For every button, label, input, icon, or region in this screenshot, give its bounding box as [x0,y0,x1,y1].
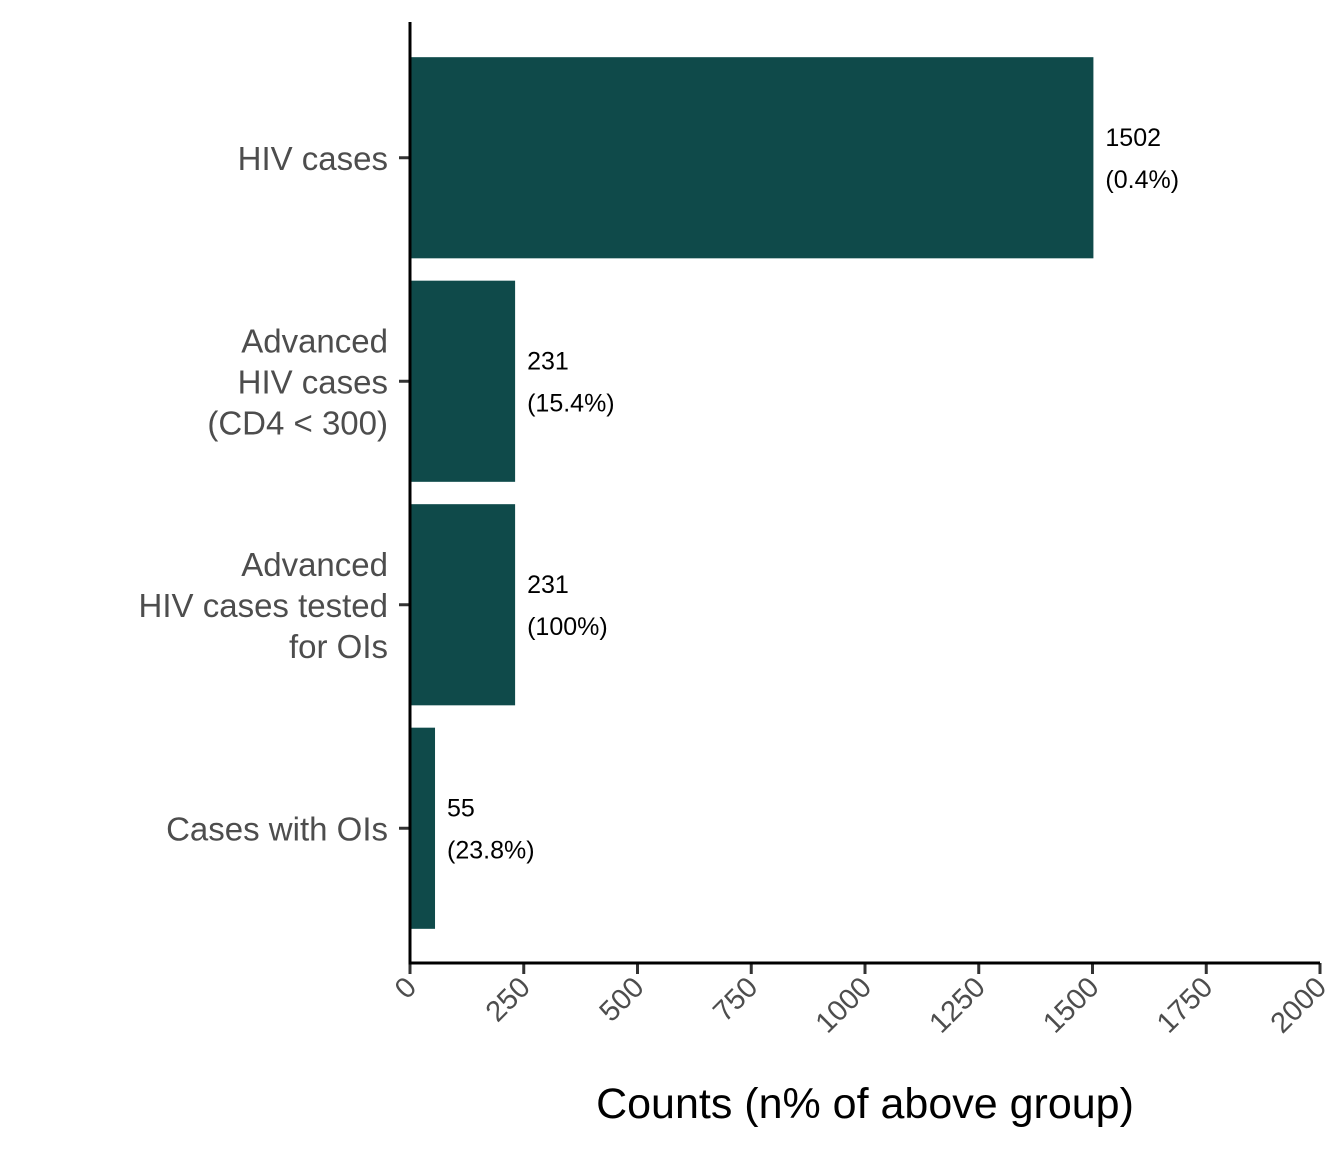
bar-percent-label: (100%) [527,613,608,641]
bar-value-label: 231 [527,571,569,599]
value-labels-group: 1502 (0.4%) 231 (15.4%) 231 (100%) 55 (23.8%) [447,124,1179,865]
bar [410,504,516,706]
x-tick-label: 1250 [923,971,991,1039]
bar-percent-label: (23.8%) [447,836,535,864]
category-label: Advanced HIV cases tested for OIs [139,546,388,665]
category-label: Cases with OIs [166,810,388,847]
category-label: HIV cases [238,140,388,177]
x-tick-label: 750 [707,971,764,1028]
x-tick-label: 1500 [1037,971,1105,1039]
x-axis-title: Counts (n% of above group) [596,1080,1134,1128]
x-tick-label: 1000 [810,971,878,1039]
bar-value-label: 55 [447,794,475,822]
x-tick-label: 1750 [1151,971,1219,1039]
bars-group [410,57,1094,929]
x-tick-label: 2000 [1265,971,1333,1039]
category-labels-group: HIV cases Advanced HIV cases (CD4 < 300) Adv… [139,140,388,848]
x-tick-label: 500 [594,971,651,1028]
bar-percent-label: (15.4%) [527,389,615,417]
x-tick-label: 0 [389,971,423,1005]
bar [410,727,436,929]
bar [410,280,516,482]
bar [410,57,1094,259]
x-tick-label: 250 [480,971,537,1028]
bar-value-label: 1502 [1105,124,1161,152]
bar-percent-label: (0.4%) [1105,166,1179,194]
category-label: Advanced HIV cases (CD4 < 300) [207,322,388,441]
bar-value-label: 231 [527,347,569,375]
